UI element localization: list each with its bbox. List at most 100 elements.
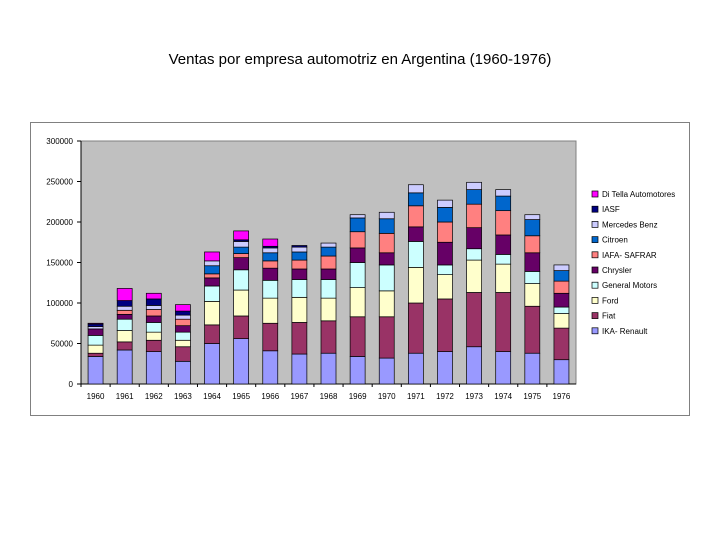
x-tick-label: 1970	[378, 392, 396, 401]
bar-segment	[87, 344, 104, 354]
bar-segment	[437, 351, 453, 385]
bar-segment	[87, 322, 104, 325]
bar-segment	[437, 241, 453, 266]
bar-segment	[553, 264, 570, 271]
bar-segment	[262, 267, 279, 281]
bar-segment	[291, 245, 308, 248]
bar-segment	[233, 241, 249, 248]
bar-segment	[437, 221, 453, 243]
bar-segment	[495, 263, 512, 293]
legend-swatch	[591, 297, 599, 304]
legend-label: Chrysler	[602, 266, 632, 275]
bar-segment	[145, 322, 162, 333]
x-tick-label: 1975	[523, 392, 541, 401]
bar-segment	[553, 306, 570, 314]
bar-segment	[116, 288, 133, 301]
bar-segment	[204, 260, 220, 267]
legend-label: General Motors	[602, 281, 657, 290]
bar-segment	[553, 280, 570, 294]
x-tick-label: 1973	[465, 392, 483, 401]
bar-segment	[233, 253, 249, 258]
bar-segment	[495, 292, 512, 352]
legend-label: Fiat	[602, 312, 616, 321]
bar-segment	[116, 313, 133, 320]
y-tick-label: 150000	[46, 259, 73, 268]
y-tick-label: 50000	[51, 340, 74, 349]
bar-segment	[291, 268, 308, 280]
bar-segment	[378, 264, 395, 292]
bar-segment	[320, 297, 337, 322]
bar-segment	[262, 238, 279, 247]
bar-segment	[349, 214, 366, 219]
bar-segment	[204, 343, 220, 385]
bar-segment	[349, 287, 366, 318]
bar-segment	[116, 318, 133, 331]
bar-segment	[262, 322, 279, 352]
legend-box	[585, 186, 685, 338]
legend-swatch	[591, 327, 599, 335]
legend-swatch	[591, 205, 599, 213]
bar-segment	[291, 246, 308, 253]
legend-swatch	[591, 312, 599, 319]
bar-segment	[466, 292, 482, 348]
bar-segment	[553, 313, 570, 329]
bar-segment	[408, 352, 424, 385]
bar-segment	[320, 268, 337, 280]
x-tick-label: 1963	[174, 392, 192, 401]
bar-segment	[495, 189, 512, 197]
bar-segment	[116, 349, 133, 385]
bar-segment	[175, 331, 191, 341]
bar-segment	[320, 279, 337, 299]
legend-label: Citroen	[602, 236, 628, 245]
bar-segment	[291, 322, 308, 355]
bar-segment	[204, 324, 220, 344]
bar-segment	[408, 184, 424, 194]
bar-segment	[233, 269, 249, 291]
bar-segment	[145, 331, 162, 341]
bar-segment	[349, 262, 366, 288]
bar-segment	[116, 309, 133, 315]
bar-segment	[524, 214, 541, 220]
x-tick-label: 1972	[436, 392, 454, 401]
bar-segment	[320, 255, 337, 270]
bar-segment	[553, 270, 570, 282]
bar-segment	[145, 315, 162, 323]
bar-segment	[291, 279, 308, 298]
chart-title: Ventas por empresa automotriz en Argenti…	[168, 51, 552, 68]
bar-segment	[349, 356, 366, 385]
y-tick-label: 200000	[46, 218, 73, 227]
bar-segment	[378, 218, 395, 234]
bar-segment	[378, 290, 395, 318]
y-tick-label: 250000	[46, 178, 73, 187]
bar-segment	[495, 210, 512, 236]
bar-segment	[87, 352, 104, 357]
bar-segment	[466, 189, 482, 205]
bar-segment	[87, 328, 104, 336]
bar-segment	[291, 353, 308, 385]
bar-segment	[553, 292, 570, 308]
bar-segment	[145, 292, 162, 300]
bar-segment	[204, 251, 220, 262]
bar-segment	[524, 283, 541, 307]
legend-swatch	[591, 236, 599, 243]
bar-segment	[466, 259, 482, 293]
bar-segment	[291, 259, 308, 270]
bar-segment	[378, 211, 395, 220]
bar-segment	[437, 199, 453, 208]
bar-segment	[378, 316, 395, 359]
bar-segment	[204, 285, 220, 302]
bar-segment	[145, 298, 162, 306]
bar-segment	[378, 357, 395, 385]
bar-segment	[233, 246, 249, 254]
legend-label: IAFA- SAFRAR	[602, 251, 657, 260]
bar-segment	[262, 279, 279, 299]
legend-label: Ford	[602, 296, 618, 305]
bar-segment	[175, 304, 191, 312]
bar-segment	[495, 195, 512, 212]
bar-segment	[204, 265, 220, 275]
x-tick-label: 1965	[232, 392, 250, 401]
x-tick-label: 1969	[349, 392, 367, 401]
x-tick-label: 1961	[116, 392, 134, 401]
x-tick-label: 1967	[290, 392, 308, 401]
